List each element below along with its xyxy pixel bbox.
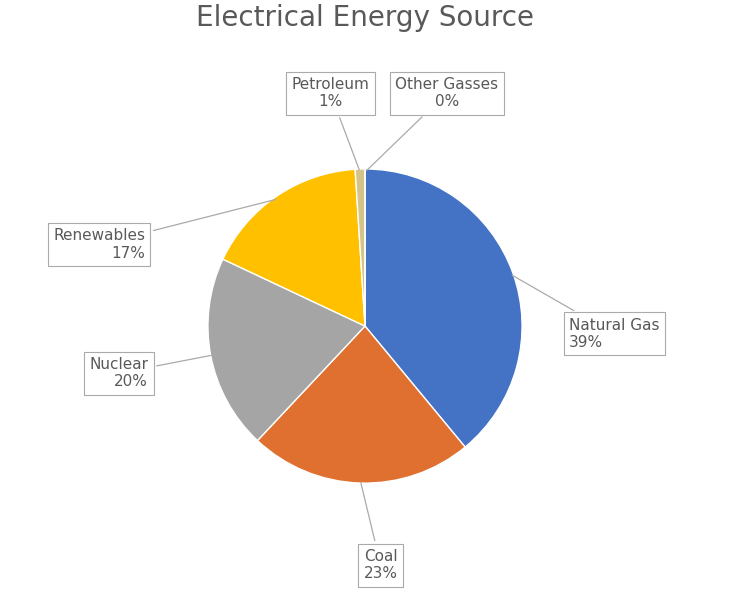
Wedge shape (365, 169, 522, 447)
Title: Electrical Energy Source: Electrical Energy Source (196, 4, 534, 32)
Text: Other Gasses
0%: Other Gasses 0% (367, 77, 499, 170)
Text: Coal
23%: Coal 23% (361, 483, 398, 582)
Text: Nuclear
20%: Nuclear 20% (89, 355, 211, 389)
Text: Natural Gas
39%: Natural Gas 39% (512, 275, 660, 350)
Wedge shape (223, 169, 365, 326)
Wedge shape (258, 326, 465, 483)
Wedge shape (208, 259, 365, 440)
Wedge shape (355, 169, 365, 326)
Text: Renewables
17%: Renewables 17% (53, 199, 276, 261)
Text: Petroleum
1%: Petroleum 1% (291, 77, 369, 170)
